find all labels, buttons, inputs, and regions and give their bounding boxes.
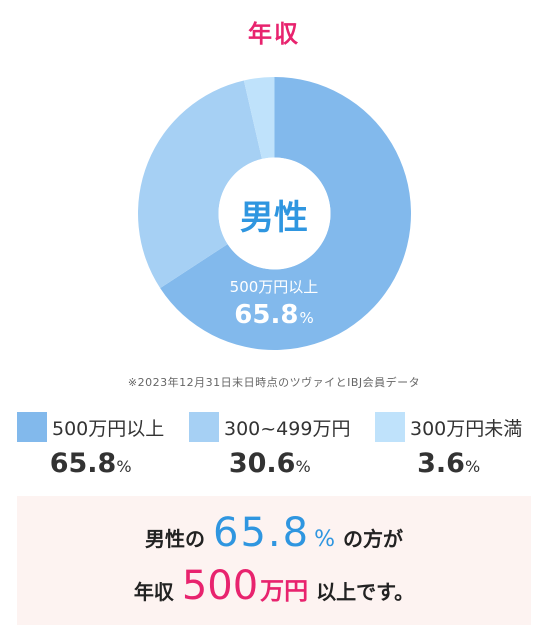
legend-label: 500万円以上 bbox=[52, 417, 165, 440]
legend-swatch bbox=[17, 412, 47, 442]
legend-value: 65.8% bbox=[17, 448, 164, 479]
center-label: 男性 bbox=[240, 198, 308, 238]
legend-item-under-300: 300万円未満 3.6% bbox=[375, 412, 522, 479]
summary-panel: 男性の 65.8% の方が 年収 500万円 以上です。 bbox=[17, 496, 531, 625]
slice-label-value: 65.8% bbox=[0, 300, 548, 330]
pie-slice-2 bbox=[138, 80, 262, 289]
summary-line1-value: 65.8 bbox=[213, 510, 311, 556]
summary-line2-value: 500 bbox=[181, 563, 259, 609]
pie-slice-1 bbox=[160, 77, 411, 350]
legend-number: 65.8 bbox=[49, 448, 117, 479]
summary-line1-prefix: 男性の bbox=[145, 527, 206, 551]
slice-label-number: 65.8 bbox=[234, 300, 299, 330]
legend-value: 30.6% bbox=[189, 448, 350, 479]
legend-swatch bbox=[189, 412, 219, 442]
legend-unit: % bbox=[295, 457, 311, 476]
summary-line2-prefix: 年収 bbox=[133, 580, 174, 604]
legend-number: 3.6 bbox=[417, 448, 465, 479]
summary-line-1: 男性の 65.8% の方が bbox=[17, 510, 531, 556]
legend-value: 3.6% bbox=[375, 448, 522, 479]
summary-line2-suffix: 以上です。 bbox=[316, 580, 415, 604]
summary-line1-suffix: の方が bbox=[342, 527, 403, 551]
legend-unit: % bbox=[116, 457, 132, 476]
legend-swatch bbox=[375, 412, 405, 442]
slice-label-unit: % bbox=[299, 309, 314, 327]
summary-line-2: 年収 500万円 以上です。 bbox=[17, 563, 531, 609]
legend-item-300-499: 300~499万円 30.6% bbox=[189, 412, 350, 479]
summary-line1-unit: % bbox=[314, 527, 335, 552]
pie-slice-3 bbox=[243, 77, 275, 159]
legend-number: 30.6 bbox=[228, 448, 296, 479]
legend-label: 300万円未満 bbox=[410, 417, 523, 440]
donut-chart bbox=[138, 77, 411, 350]
legend-unit: % bbox=[464, 457, 481, 476]
legend-label: 300~499万円 bbox=[224, 417, 351, 440]
data-source-note: ※2023年12月31日末日時点のツヴァイとIBJ会員データ bbox=[127, 376, 421, 389]
donut-hole bbox=[218, 157, 331, 270]
chart-title: 年収 bbox=[248, 20, 300, 48]
slice-label-name: 500万円以上 bbox=[229, 278, 319, 296]
legend-item-500-plus: 500万円以上 65.8% bbox=[17, 412, 164, 479]
summary-line2-unit: 万円 bbox=[260, 577, 309, 605]
